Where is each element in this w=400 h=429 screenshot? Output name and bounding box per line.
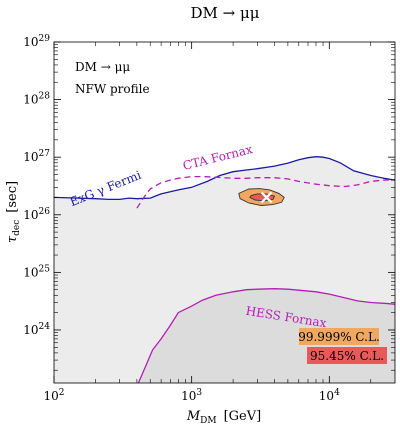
legend: 99.999% C.L. 95.45% C.L.	[298, 328, 387, 364]
plot-lines	[54, 156, 395, 383]
best-fit-marker	[260, 191, 273, 204]
legend-swatch-99-999-c-l	[299, 328, 379, 345]
hess-fornax-line	[137, 288, 395, 383]
y-tick-label: 1026	[23, 207, 50, 222]
y-axis-label-sub: dec	[12, 220, 22, 236]
x-tick-label: 104	[319, 388, 340, 403]
y-axis-label-unit: [sec]	[5, 181, 20, 213]
x-axis-label-sub: DM	[200, 416, 216, 426]
label-cta-fornax: CTA Fornax	[181, 142, 254, 173]
annotation-profile: NFW profile	[75, 82, 150, 96]
x-axis-label-unit: [GeV]	[224, 409, 262, 424]
y-axis-label-main: τ	[5, 235, 20, 243]
y-tick-label: 1027	[23, 149, 50, 164]
annotation-channel: DM → μμ	[75, 60, 130, 74]
best-fit-regions	[238, 188, 285, 206]
chart-title: DM → μμ	[191, 4, 260, 22]
y-tick-label: 1028	[23, 92, 50, 107]
x-tick-label: 103	[181, 388, 202, 403]
x-axis-label: MDM [GeV]	[186, 409, 261, 426]
x-axis-label-main: M	[186, 409, 201, 424]
legend-swatch-95-45-c-l	[307, 347, 387, 364]
axes: 102 103 104 1024 1025 1026 1027 1028 1029	[23, 34, 395, 403]
cta-fornax-line	[136, 175, 395, 209]
y-axis-label: τdec [sec]	[5, 181, 22, 243]
y-tick-label: 1025	[23, 264, 50, 279]
plot-frame	[53, 41, 396, 384]
legend-label-95-45-c-l: 95.45% C.L.	[310, 349, 384, 363]
legend-label-99-999-c-l: 99.999% C.L.	[298, 330, 380, 344]
y-tick-label: 1029	[23, 34, 50, 49]
exg-fermi-line	[54, 156, 395, 201]
y-tick-label: 1024	[23, 322, 50, 337]
x-tick-label: 102	[43, 388, 64, 403]
